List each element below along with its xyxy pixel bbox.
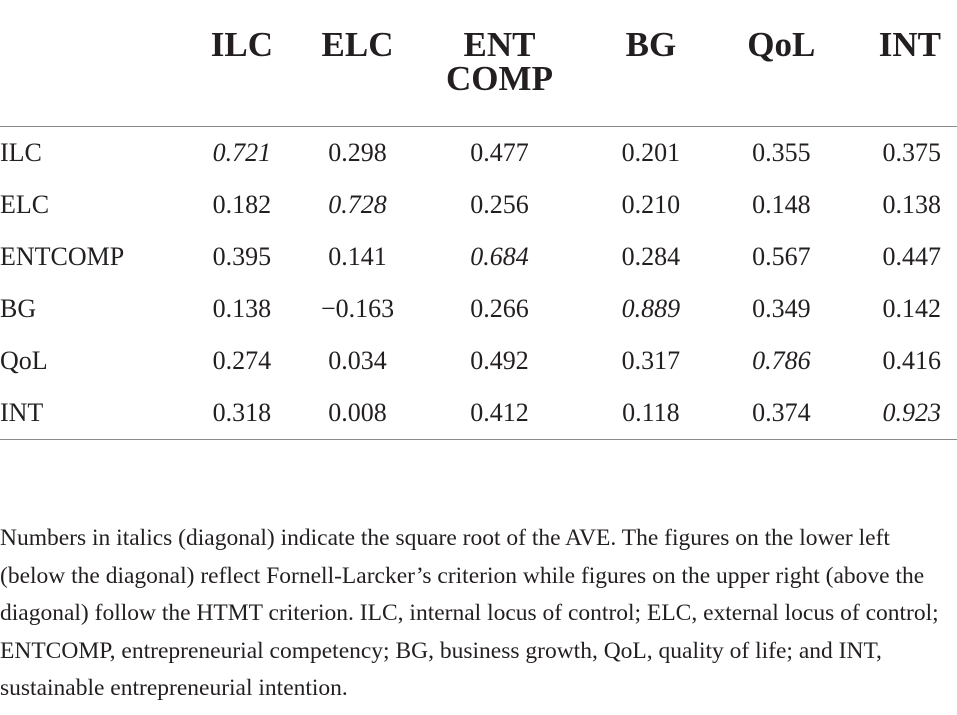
row-label: ELC xyxy=(0,190,50,219)
table-row: BG 0.138 −0.163 0.266 0.889 0.349 0.142 xyxy=(0,283,957,335)
value-cell: 0.034 xyxy=(328,346,387,375)
value-cell: 0.138 xyxy=(212,294,272,323)
table-row: ILC 0.721 0.298 0.477 0.201 0.355 0.375 xyxy=(0,127,957,180)
column-header-label-line2: COMP xyxy=(446,59,553,98)
column-header-label: INT xyxy=(878,25,941,64)
table-body: ILC 0.721 0.298 0.477 0.201 0.355 0.375 ELC 0.18… xyxy=(0,127,957,440)
column-header-label: ILC xyxy=(210,25,273,64)
value-cell: 0.318 xyxy=(189,387,295,440)
value-cell: 0.477 xyxy=(470,138,529,167)
column-header-entcomp: ENT COMP xyxy=(420,0,579,127)
value-cell: 0.266 xyxy=(470,294,529,323)
table-row: QoL 0.274 0.034 0.492 0.317 0.786 0.416 xyxy=(0,335,957,387)
value-cell: 0.201 xyxy=(621,138,681,167)
value-cell: 0.374 xyxy=(723,387,840,440)
diagonal-value-cell: 0.889 xyxy=(621,294,681,323)
row-label: ENTCOMP xyxy=(0,242,125,271)
column-header-bg: BG xyxy=(578,0,724,127)
table-row: ENTCOMP 0.395 0.141 0.684 0.284 0.567 0.447 xyxy=(0,231,957,283)
value-cell: 0.142 xyxy=(882,294,942,323)
table-row: ELC 0.182 0.728 0.256 0.210 0.148 0.138 xyxy=(0,179,957,231)
column-header-label-line1: ENT xyxy=(463,25,536,64)
value-cell: 0.412 xyxy=(420,387,579,440)
row-label: INT xyxy=(0,387,190,440)
value-cell: 0.210 xyxy=(621,190,681,219)
table-header: ILC ELC ENT COMP BG QoL INT xyxy=(0,0,957,127)
value-cell: 0.118 xyxy=(578,387,724,440)
column-header-label: ELC xyxy=(321,25,394,64)
diagonal-value-cell: 0.721 xyxy=(212,138,272,167)
value-cell: 0.274 xyxy=(212,346,272,375)
row-label: BG xyxy=(0,294,37,323)
discriminant-validity-table: ILC ELC ENT COMP BG QoL INT ILC 0.721 0.298… xyxy=(0,0,957,440)
row-label: QoL xyxy=(0,346,48,375)
value-cell: 0.375 xyxy=(882,138,942,167)
column-header-int: INT xyxy=(839,0,957,127)
value-cell: 0.138 xyxy=(882,190,942,219)
value-cell: 0.182 xyxy=(212,190,272,219)
diagonal-value-cell: 0.923 xyxy=(839,387,957,440)
value-cell: 0.317 xyxy=(621,346,681,375)
diagonal-value-cell: 0.684 xyxy=(470,242,529,271)
value-cell: 0.416 xyxy=(882,346,942,375)
value-cell: −0.163 xyxy=(320,294,395,323)
value-cell: 0.355 xyxy=(752,138,811,167)
value-cell: 0.492 xyxy=(470,346,529,375)
table-row: INT 0.318 0.008 0.412 0.118 0.374 0.923 xyxy=(0,387,957,440)
diagonal-value-cell: 0.728 xyxy=(328,190,387,219)
header-corner-cell xyxy=(0,0,190,127)
column-header-qol: QoL xyxy=(723,0,840,127)
value-cell: 0.298 xyxy=(328,138,387,167)
column-header-label: QoL xyxy=(747,25,816,64)
column-header-elc: ELC xyxy=(294,0,421,127)
table-footnote: Numbers in italics (diagonal) indicate t… xyxy=(0,525,939,701)
value-cell: 0.284 xyxy=(621,242,681,271)
value-cell: 0.349 xyxy=(752,294,811,323)
correlation-table-container: ILC ELC ENT COMP BG QoL INT ILC 0.721 0.298… xyxy=(0,0,957,440)
diagonal-value-cell: 0.786 xyxy=(752,346,811,375)
column-header-ilc: ILC xyxy=(189,0,295,127)
row-label: ILC xyxy=(0,138,42,167)
value-cell: 0.447 xyxy=(882,242,942,271)
value-cell: 0.256 xyxy=(470,190,529,219)
column-header-label: BG xyxy=(625,25,677,64)
value-cell: 0.148 xyxy=(752,190,811,219)
header-row: ILC ELC ENT COMP BG QoL INT xyxy=(0,0,957,127)
value-cell: 0.008 xyxy=(294,387,421,440)
value-cell: 0.567 xyxy=(752,242,811,271)
value-cell: 0.141 xyxy=(328,242,387,271)
value-cell: 0.395 xyxy=(212,242,272,271)
